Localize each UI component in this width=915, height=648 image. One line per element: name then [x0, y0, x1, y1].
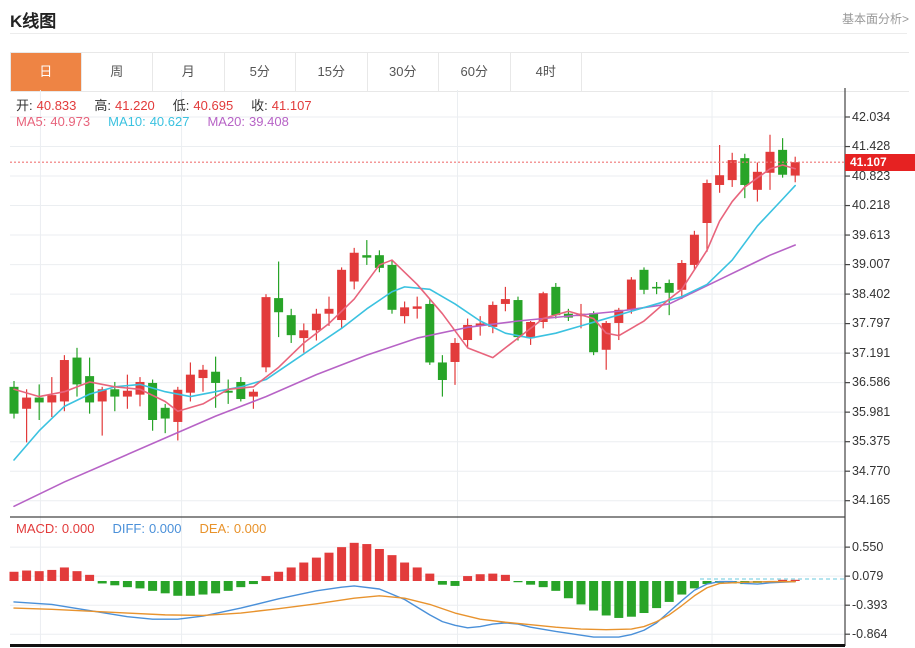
tab-周[interactable]: 周 — [81, 53, 153, 91]
macd-tick-label: -0.864 — [852, 626, 888, 641]
readout-item: 开: 40.833 — [16, 98, 77, 113]
price-tick-label: 42.034 — [852, 109, 891, 124]
title-divider — [10, 33, 907, 34]
price-tick-label: 39.007 — [852, 257, 891, 272]
price-tick-label: 41.428 — [852, 139, 891, 154]
price-tick-label: 34.165 — [852, 493, 891, 508]
price-tick-label: 36.586 — [852, 375, 891, 390]
readout-item: MACD: 0.000 — [16, 521, 95, 536]
macd-tick-label: -0.393 — [852, 597, 888, 612]
tab-4时[interactable]: 4时 — [510, 53, 582, 91]
price-tick-label: 40.218 — [852, 198, 891, 213]
ma-readout: MA5: 40.973 MA10: 40.627 MA20: 39.408 — [16, 114, 307, 129]
readout-item: 低: 40.695 — [172, 98, 234, 113]
price-tick-label: 35.981 — [852, 404, 891, 419]
tab-月[interactable]: 月 — [153, 53, 225, 91]
macd-tick-label: 0.550 — [852, 539, 884, 554]
last-price-badge: 41.107 — [845, 153, 915, 171]
tab-30分[interactable]: 30分 — [367, 53, 439, 91]
price-tick-label: 39.613 — [852, 227, 891, 242]
readout-item: DEA: 0.000 — [199, 521, 267, 536]
readout-item: MA20: 39.408 — [207, 114, 289, 129]
ohlc-readout: 开: 40.833 高: 41.220 低: 40.695 收: 41.107 — [16, 95, 330, 114]
readout-item: MA10: 40.627 — [108, 114, 190, 129]
interval-tabs: 日周月 5分 15分 30分 60分 4时 — [10, 52, 909, 92]
tab-15分[interactable]: 15分 — [296, 53, 368, 91]
readout-item: DIFF: 0.000 — [112, 521, 182, 536]
price-tick-label: 37.797 — [852, 316, 891, 331]
readout-item: MA5: 40.973 — [16, 114, 91, 129]
tab-日[interactable]: 日 — [10, 53, 82, 91]
price-tick-label: 35.375 — [852, 434, 891, 449]
price-tick-label: 40.823 — [852, 168, 891, 183]
macd-tick-label: 0.079 — [852, 568, 884, 583]
readout-item: 高: 41.220 — [94, 98, 155, 113]
price-tick-label: 37.191 — [852, 345, 891, 360]
price-tick-label: 38.402 — [852, 286, 891, 301]
tab-5分[interactable]: 5分 — [224, 53, 296, 91]
price-tick-label: 34.770 — [852, 463, 891, 478]
fundamental-analysis-link[interactable]: 基本面分析> — [841, 12, 909, 26]
page-title: K线图 — [10, 12, 57, 31]
tab-60分[interactable]: 60分 — [439, 53, 511, 91]
readout-item: 收: 41.107 — [251, 98, 312, 113]
macd-readout: MACD: 0.000 DIFF: 0.000 DEA: 0.000 — [16, 521, 284, 536]
